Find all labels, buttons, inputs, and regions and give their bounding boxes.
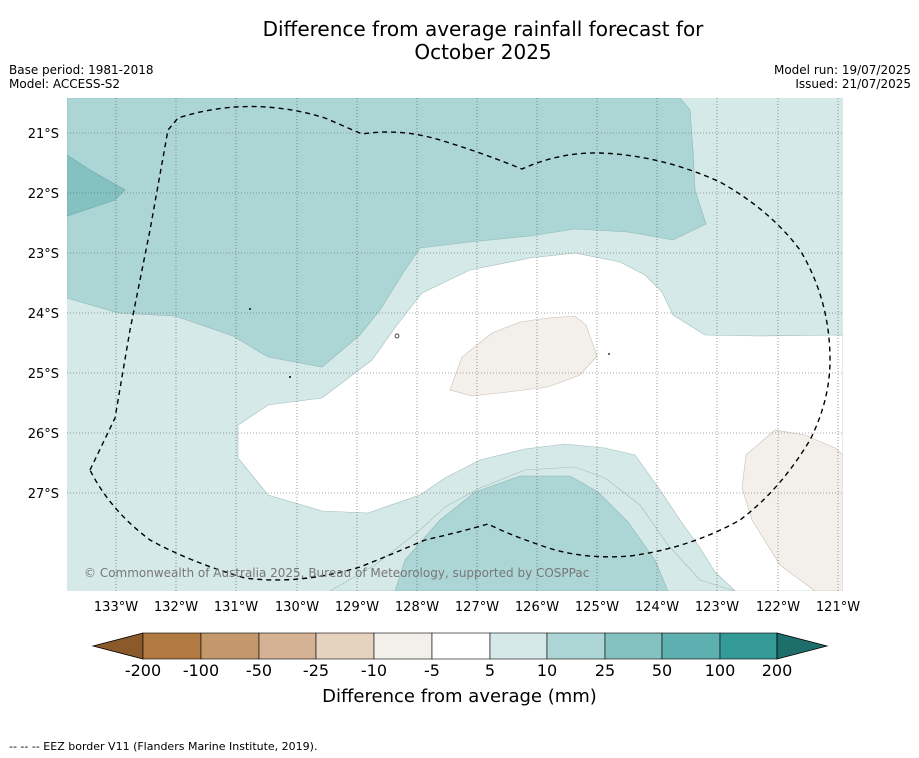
- longitude-label: 128°W: [395, 600, 439, 615]
- longitude-label: 123°W: [695, 600, 739, 615]
- anomaly-region-10-25-south-core: [394, 475, 669, 591]
- meta-right: Model run: 19/07/2025 Issued: 21/07/2025: [774, 63, 911, 91]
- anomaly-region-dry-central: [449, 315, 598, 397]
- longitude-label: 129°W: [335, 600, 379, 615]
- longitude-label: 121°W: [816, 600, 860, 615]
- longitude-label: 126°W: [515, 600, 559, 615]
- island-marker: [394, 333, 400, 339]
- colorbar-segment: [489, 632, 548, 660]
- colorbar-segment: [142, 632, 202, 660]
- longitude-label: 124°W: [635, 600, 679, 615]
- colorbar-tick-label: -100: [183, 661, 219, 680]
- longitude-label: 125°W: [575, 600, 619, 615]
- longitude-label: 133°W: [94, 600, 138, 615]
- colorbar-tick-label: -5: [424, 661, 440, 680]
- island-marker: [608, 353, 610, 355]
- latitude-label: 25°S: [28, 367, 59, 382]
- colorbar-tick-label: 100: [705, 661, 736, 680]
- colorbar-tick-label: 5: [485, 661, 495, 680]
- latitude-label: 22°S: [28, 187, 59, 202]
- longitude-label: 122°W: [756, 600, 800, 615]
- anomaly-region-dry-east: [741, 429, 843, 591]
- colorbar-tick-label: 50: [652, 661, 672, 680]
- latitude-label: 26°S: [28, 427, 59, 442]
- longitude-label: 127°W: [455, 600, 499, 615]
- colorbar-tick-label: -200: [125, 661, 161, 680]
- colorbar-segment: [431, 632, 491, 660]
- latitude-label: 23°S: [28, 247, 59, 262]
- colorbar-segment: [661, 632, 721, 660]
- colorbar-segment: [258, 632, 317, 660]
- colorbar-segment: [315, 632, 375, 660]
- copyright-text: © Commonwealth of Australia 2025, Bureau…: [84, 566, 589, 580]
- island-marker: [249, 308, 251, 310]
- colorbar-segment: [200, 632, 260, 660]
- colorbar-tick-label: 200: [762, 661, 793, 680]
- colorbar-segment: [604, 632, 663, 660]
- colorbar-label: Difference from average (mm): [322, 686, 597, 707]
- latitude-labels: 21°S 22°S 23°S 24°S 25°S 26°S 27°S: [28, 127, 59, 502]
- latitude-label: 24°S: [28, 307, 59, 322]
- colorbar-tick-label: -10: [361, 661, 387, 680]
- longitude-label: 131°W: [214, 600, 258, 615]
- colorbar-tick-label: 10: [537, 661, 557, 680]
- base-period: Base period: 1981-2018: [9, 63, 154, 77]
- title-line-2: October 2025: [414, 40, 552, 64]
- colorbar: -200 -100 -50 -25 -10 -5 5 10 25 50 100 200: [91, 632, 829, 680]
- longitude-label: 130°W: [275, 600, 319, 615]
- colorbar-extend-high: [776, 632, 829, 660]
- colorbar-segment: [373, 632, 433, 660]
- title-line-1: Difference from average rainfall forecas…: [262, 17, 704, 41]
- colorbar-tick-label: 25: [595, 661, 615, 680]
- model-name: Model: ACCESS-S2: [9, 77, 121, 91]
- chart-title: Difference from average rainfall forecas…: [0, 18, 919, 64]
- colorbar-tick-label: -50: [246, 661, 272, 680]
- rainfall-anomaly-field: [67, 98, 843, 591]
- anomaly-region-10-25-north: [67, 98, 707, 368]
- footnote: -- -- -- EEZ border V11 (Flanders Marine…: [9, 740, 318, 753]
- latitude-label: 21°S: [28, 127, 59, 142]
- colorbar-tick-label: -25: [303, 661, 329, 680]
- issued-date: Issued: 21/07/2025: [795, 77, 911, 91]
- colorbar-segment: [546, 632, 606, 660]
- meta-left: Base period: 1981-2018 Model: ACCESS-S2: [9, 63, 154, 91]
- anomaly-region-neutral: [237, 252, 843, 591]
- island-marker: [289, 376, 291, 378]
- latitude-label: 27°S: [28, 487, 59, 502]
- longitude-label: 132°W: [154, 600, 198, 615]
- colorbar-extend-low: [91, 632, 144, 660]
- eez-border: [89, 105, 831, 581]
- model-run: Model run: 19/07/2025: [773, 63, 911, 77]
- colorbar-segment: [719, 632, 778, 660]
- graticule: [67, 98, 843, 591]
- longitude-labels: 133°W 132°W 131°W 130°W 129°W 128°W 127°W 126°W…: [94, 600, 860, 615]
- anomaly-region-25-50-west: [67, 154, 126, 217]
